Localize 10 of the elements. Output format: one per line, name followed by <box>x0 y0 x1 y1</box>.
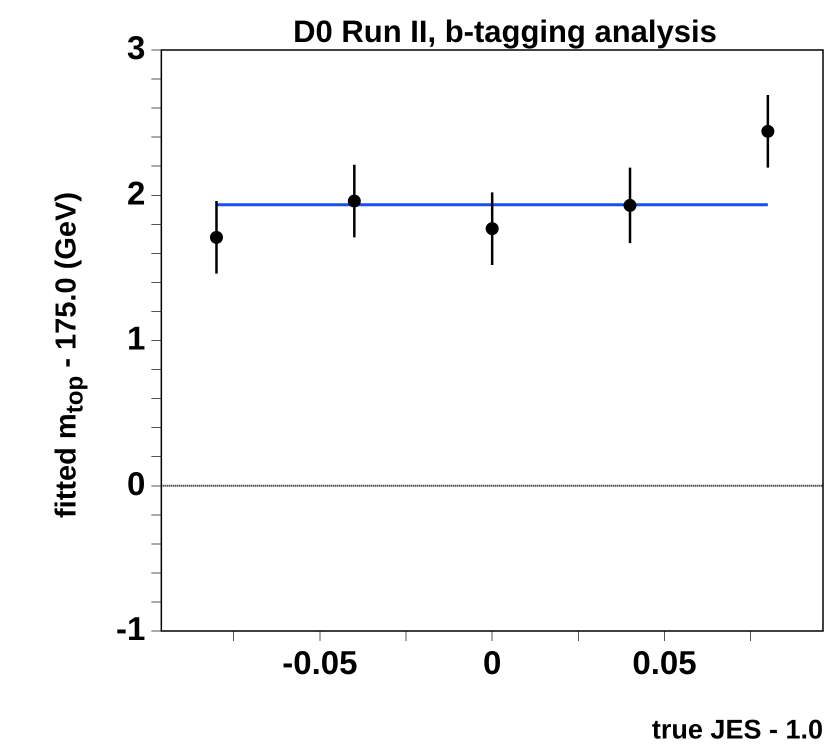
y-tick-label: 1 <box>126 320 146 357</box>
chart-title: D0 Run II, b-tagging analysis <box>292 14 718 50</box>
y-tick-label: 0 <box>126 464 146 502</box>
y-tick-label: -1 <box>116 610 146 648</box>
y-tick-label: 2 <box>126 174 146 212</box>
x-axis-title: true JES - 1.0 <box>652 714 823 744</box>
x-tick-label: 0.05 <box>632 644 697 681</box>
y-tick-label: 3 <box>126 29 146 66</box>
x-tick-label: -0.05 <box>282 644 358 681</box>
x-tick-label: 0 <box>482 644 502 681</box>
